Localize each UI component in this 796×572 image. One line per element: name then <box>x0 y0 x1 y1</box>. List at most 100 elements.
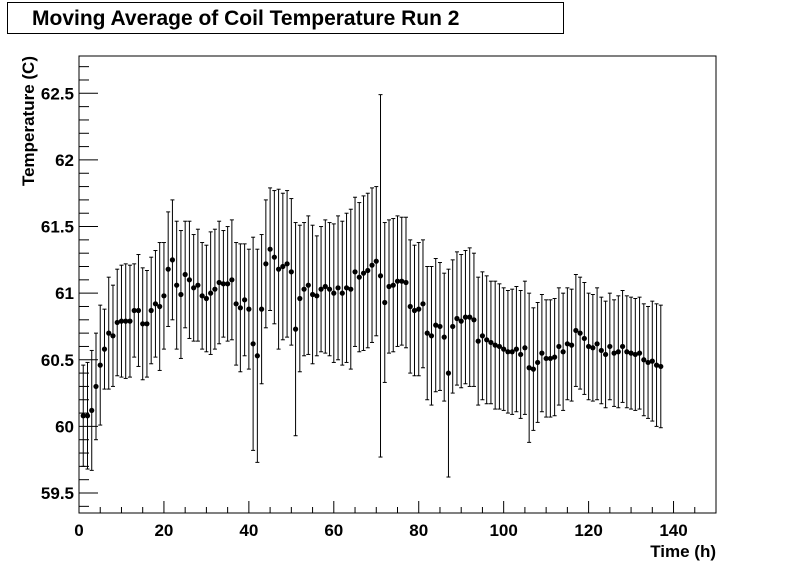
data-point <box>191 285 197 291</box>
data-point <box>195 282 201 288</box>
data-point <box>157 303 163 310</box>
data-point <box>356 274 362 280</box>
data-point <box>242 297 248 303</box>
data-point <box>225 281 231 287</box>
data-point <box>118 318 125 324</box>
data-point <box>441 334 447 340</box>
data-point <box>615 349 621 355</box>
data-point <box>237 305 243 311</box>
data-point <box>169 257 176 263</box>
error-bars <box>81 94 663 478</box>
data-point <box>360 270 367 276</box>
data-point <box>89 407 95 414</box>
data-point <box>407 303 413 310</box>
data-point <box>590 345 596 351</box>
data-point <box>577 330 583 336</box>
data-point <box>178 291 184 298</box>
data-point <box>539 350 545 356</box>
data-point <box>437 323 443 330</box>
data-point <box>220 281 226 287</box>
y-tick-label: 61.5 <box>41 218 74 237</box>
data-point <box>632 351 638 358</box>
data-point <box>649 358 655 364</box>
y-tick-label: 62.5 <box>41 84 74 103</box>
data-point <box>569 342 575 348</box>
data-point <box>518 351 524 358</box>
data-point <box>331 290 337 296</box>
data-point <box>386 283 392 290</box>
data-point <box>161 293 167 299</box>
data-point <box>352 269 358 275</box>
data-point <box>165 266 171 272</box>
data-point <box>365 267 371 274</box>
data-point <box>641 357 647 363</box>
axes: 0 20 40 60 80 100 120 140 59.5 60 60.5 61 61.5 62 62.5 <box>41 66 717 540</box>
data-point <box>93 383 99 390</box>
data-point <box>80 413 86 419</box>
data-point <box>522 345 528 351</box>
x-tick-label: 0 <box>74 521 83 540</box>
x-tick-label: 120 <box>574 521 602 540</box>
data-point <box>322 283 328 290</box>
data-point <box>97 362 103 368</box>
data-point <box>377 273 384 279</box>
data-point <box>131 307 137 314</box>
data-point <box>326 286 333 292</box>
data-point <box>602 351 609 358</box>
data-point <box>203 295 209 302</box>
y-tick-label: 59.5 <box>41 484 74 503</box>
data-point <box>513 346 520 352</box>
data-points <box>80 246 664 419</box>
data-point <box>318 286 324 292</box>
data-point <box>84 413 91 419</box>
data-point <box>636 350 643 356</box>
data-point <box>594 341 600 347</box>
data-point <box>564 341 570 347</box>
data-point <box>394 278 401 284</box>
data-point <box>246 306 252 312</box>
data-point <box>254 353 260 359</box>
data-point <box>259 306 265 312</box>
data-point <box>305 282 311 288</box>
data-point <box>475 338 481 344</box>
y-tick-label: 60 <box>55 417 74 436</box>
data-point <box>314 293 320 299</box>
data-point <box>110 333 116 339</box>
data-point <box>573 327 579 334</box>
data-point <box>114 319 120 326</box>
x-tick-label: 140 <box>659 521 687 540</box>
data-point <box>233 301 239 307</box>
data-point <box>127 318 133 324</box>
data-point <box>284 261 290 267</box>
data-point <box>488 339 494 346</box>
data-point <box>416 306 422 312</box>
x-tick-label: 100 <box>489 521 517 540</box>
data-point <box>645 359 651 366</box>
data-point <box>547 355 553 362</box>
data-point <box>445 370 452 376</box>
data-point <box>479 333 486 339</box>
data-point <box>280 263 286 270</box>
data-point <box>140 321 146 327</box>
data-point <box>560 349 566 355</box>
data-point <box>182 271 188 278</box>
data-point <box>433 322 439 328</box>
x-tick-label: 80 <box>409 521 428 540</box>
y-tick-label: 62 <box>55 151 74 170</box>
data-point <box>526 365 532 371</box>
data-point <box>462 314 469 320</box>
data-point <box>624 349 630 355</box>
data-point <box>208 290 214 296</box>
x-tick-label: 60 <box>324 521 343 540</box>
data-point <box>335 285 341 291</box>
data-point <box>144 321 150 327</box>
data-point <box>450 323 456 330</box>
data-point <box>250 341 256 347</box>
data-point <box>535 359 541 366</box>
data-point <box>653 362 660 368</box>
data-point <box>123 318 129 324</box>
data-point <box>263 261 269 267</box>
data-point <box>598 347 604 354</box>
data-point <box>467 314 473 320</box>
x-tick-label: 40 <box>239 521 258 540</box>
